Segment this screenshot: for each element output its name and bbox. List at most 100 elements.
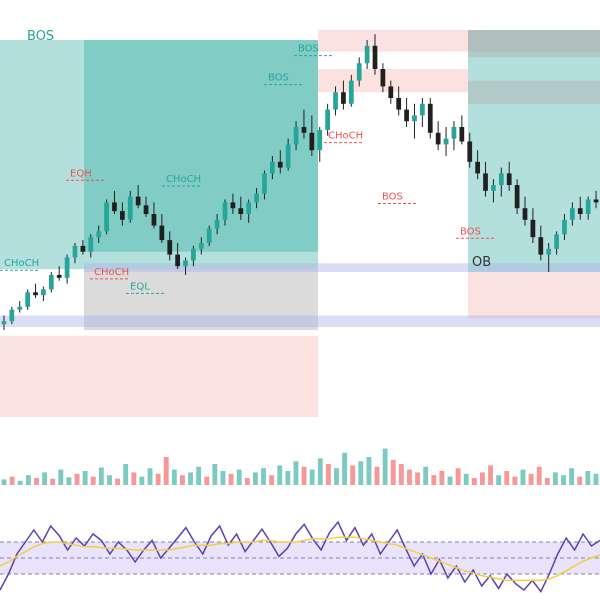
candle: [285, 138, 291, 171]
volume-bar: [139, 476, 145, 485]
volume-bar: [520, 469, 526, 485]
volume-bar: [74, 473, 80, 485]
candle: [372, 34, 378, 75]
volume-bar: [269, 475, 275, 485]
header-bos-label: BOS: [27, 29, 54, 44]
volume-bar: [536, 466, 542, 485]
candle: [443, 127, 449, 156]
volume-bar: [1, 479, 7, 485]
candle: [120, 202, 125, 226]
candle: [514, 179, 520, 214]
candle-body: [64, 257, 70, 278]
candle-body: [206, 228, 212, 243]
candle: [167, 231, 173, 261]
candle-body: [388, 86, 394, 98]
candle-body: [562, 219, 567, 235]
candle-body: [48, 274, 54, 290]
candle: [80, 240, 86, 255]
candle-body: [191, 248, 196, 261]
volume-bar: [42, 472, 48, 485]
candle-body: [151, 214, 157, 226]
candle-body: [120, 211, 125, 220]
candle-body: [80, 245, 86, 252]
candle-body: [285, 144, 291, 168]
volume-bar: [196, 466, 202, 485]
candle: [230, 193, 236, 214]
volume-bar: [390, 459, 396, 485]
candle-body: [238, 208, 244, 214]
candle-body: [270, 161, 275, 174]
volume-bar: [317, 458, 323, 485]
candles-layer: [1, 34, 599, 330]
candle: [435, 121, 441, 151]
candle: [506, 161, 512, 191]
candle: [64, 254, 70, 284]
volume-bar: [25, 475, 31, 485]
candle: [25, 289, 30, 310]
candle-body: [198, 243, 204, 249]
candle-body: [530, 219, 536, 238]
candle-body: [277, 161, 283, 168]
candle-body: [522, 208, 528, 220]
structure-label: OB: [472, 255, 491, 270]
volume-bar: [301, 466, 307, 485]
candle-body: [514, 185, 520, 209]
volume-bar: [561, 475, 566, 485]
candle-body: [112, 202, 117, 212]
candle-body: [230, 202, 236, 209]
candle: [214, 214, 220, 235]
volume-bar: [552, 472, 558, 485]
candle: [246, 199, 252, 223]
volume-bar: [90, 476, 96, 485]
candle-body: [364, 45, 370, 64]
candle-body: [325, 109, 330, 130]
volume-bar: [66, 477, 72, 485]
candle: [96, 225, 102, 243]
candle-body: [301, 127, 307, 133]
candle-body: [443, 138, 449, 145]
candle: [554, 231, 559, 255]
candle: [412, 103, 417, 139]
volume-bar: [471, 478, 477, 485]
candle-body: [309, 132, 315, 151]
candle: [570, 202, 575, 226]
candle: [206, 225, 212, 246]
zone-red-3: [0, 335, 318, 417]
volume-bar: [447, 476, 453, 485]
structure-label: EQH: [70, 168, 92, 179]
candle-body: [9, 309, 15, 322]
candle: [380, 63, 386, 93]
candle-body: [554, 234, 559, 249]
candle: [530, 208, 536, 243]
candle-body: [538, 237, 544, 255]
candle: [593, 190, 599, 209]
volume-bar: [342, 452, 348, 485]
candle-body: [56, 274, 62, 278]
candle-body: [467, 141, 473, 162]
structure-label: BOS: [268, 73, 289, 84]
candle: [33, 283, 38, 299]
candle-body: [104, 202, 109, 232]
volume-bar: [82, 471, 88, 485]
candle-body: [451, 127, 457, 139]
volume-bar: [261, 468, 266, 485]
rsi-line: [0, 520, 600, 594]
structure-label: CHoCH: [328, 131, 363, 142]
zone-green-0: [0, 40, 318, 270]
candle-body: [348, 80, 354, 104]
volume-bar: [407, 469, 412, 485]
candle: [451, 121, 457, 151]
structure-label: BOS: [382, 192, 403, 203]
volume-bar: [236, 469, 242, 485]
volume-bar: [488, 465, 493, 485]
volume-bar: [293, 461, 299, 485]
candle-body: [483, 173, 488, 191]
volume-bar: [131, 472, 137, 485]
zone-red-5: [318, 69, 468, 93]
volume-pane: [1, 448, 599, 485]
candle: [56, 266, 62, 281]
candle-body: [427, 103, 433, 133]
candle: [341, 80, 346, 110]
volume-bar: [155, 473, 161, 485]
